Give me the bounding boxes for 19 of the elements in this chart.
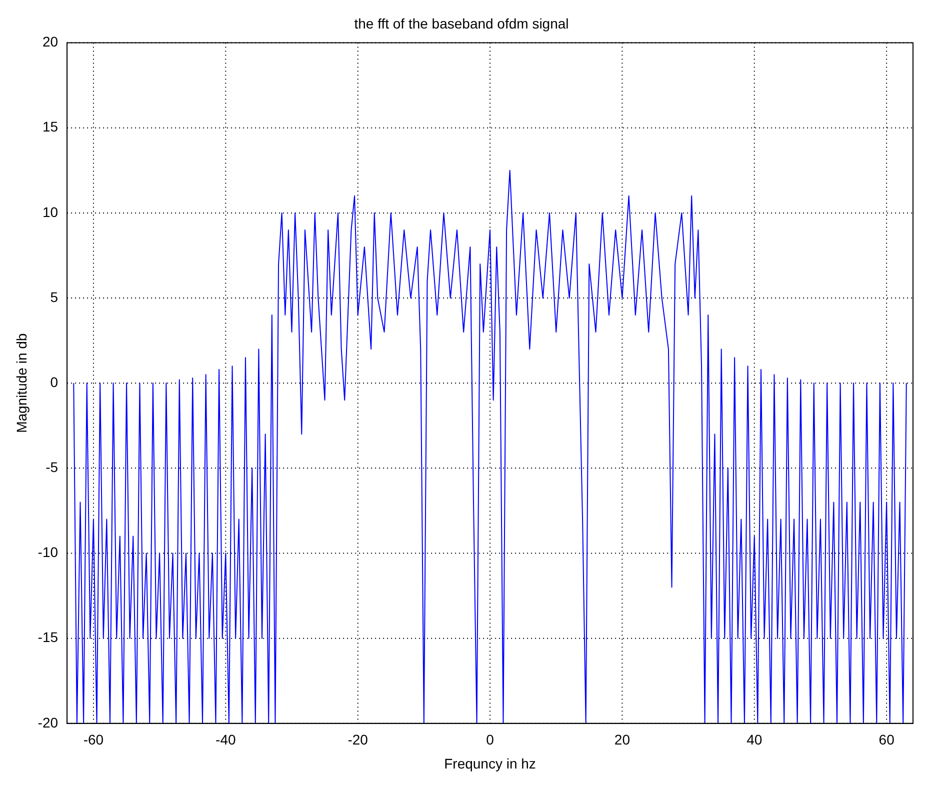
y-tick-label: 5 bbox=[50, 288, 58, 305]
x-tick-label: -60 bbox=[83, 732, 104, 748]
y-axis-title: Magnitude in db bbox=[13, 333, 30, 433]
y-tick-label: -10 bbox=[38, 544, 58, 560]
y-tick-label: 10 bbox=[42, 204, 58, 220]
y-tick-label: 20 bbox=[42, 34, 58, 50]
x-tick-label: 60 bbox=[878, 732, 895, 748]
x-tick-label: 0 bbox=[486, 732, 494, 748]
x-axis-title: Frequncy in hz bbox=[444, 755, 536, 772]
y-tick-label: 15 bbox=[42, 118, 58, 135]
y-tick-label: 0 bbox=[50, 374, 58, 390]
y-tick-label: -15 bbox=[38, 629, 58, 646]
x-tick-label: 20 bbox=[614, 732, 630, 748]
x-tick-label: 40 bbox=[746, 732, 762, 748]
chart-title: the fft of the baseband ofdm signal bbox=[354, 15, 569, 32]
y-tick-label: -5 bbox=[46, 459, 58, 476]
x-tick-label: -40 bbox=[216, 732, 236, 748]
x-tick-label: -20 bbox=[348, 732, 368, 748]
y-tick-label: -20 bbox=[38, 714, 58, 730]
